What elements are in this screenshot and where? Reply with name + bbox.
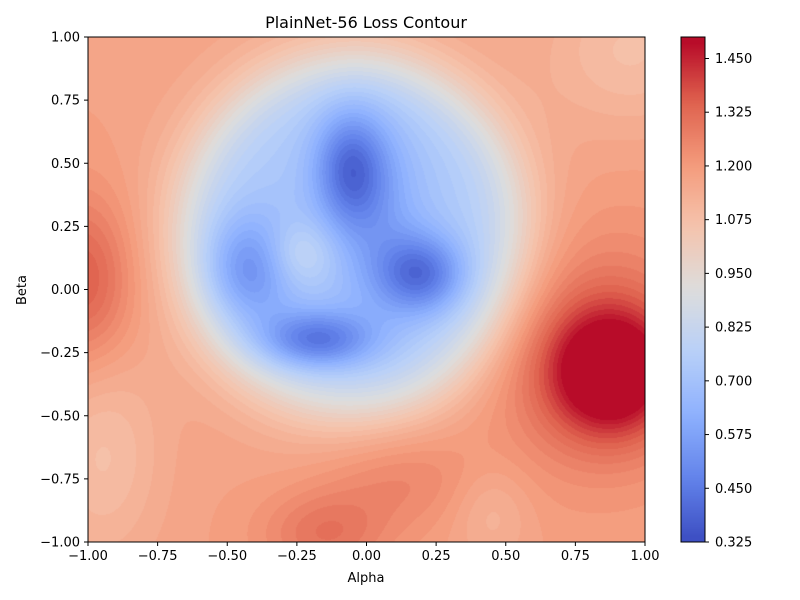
colorbar-tick-label: 0.575 bbox=[715, 428, 752, 443]
y-tick-label: −0.75 bbox=[40, 472, 80, 487]
colorbar-tick-label: 0.825 bbox=[715, 321, 752, 336]
y-tick-label: −0.50 bbox=[40, 409, 80, 424]
chart-title: PlainNet-56 Loss Contour bbox=[265, 13, 467, 32]
x-tick-label: −1.00 bbox=[68, 549, 108, 564]
y-tick-label: 1.00 bbox=[51, 31, 80, 46]
x-tick-label: 1.00 bbox=[631, 549, 660, 564]
x-tick-label: 0.50 bbox=[491, 549, 520, 564]
y-axis-label: Beta bbox=[15, 275, 30, 305]
colorbar-tick-label: 1.075 bbox=[715, 213, 752, 228]
x-axis: −1.00 −0.75 −0.50 −0.25 0.00 0.25 0.50 0.75 1.00 bbox=[68, 542, 659, 564]
colorbar-tick-label: 1.200 bbox=[715, 159, 752, 174]
x-tick-label: 0.25 bbox=[422, 549, 451, 564]
colorbar-ticks: 1.450 1.325 1.200 1.075 0.950 0.825 0.700 0.575… bbox=[705, 52, 752, 551]
x-tick-label: −0.25 bbox=[277, 549, 317, 564]
colorbar-tick-label: 0.700 bbox=[715, 374, 752, 389]
x-axis-label: Alpha bbox=[348, 571, 385, 586]
colorbar-frame bbox=[680, 36, 706, 543]
contour-plot-area bbox=[88, 37, 645, 542]
colorbar-tick-label: 0.325 bbox=[715, 536, 752, 551]
y-tick-label: 0.50 bbox=[51, 157, 80, 172]
colorbar: 1.450 1.325 1.200 1.075 0.950 0.825 0.700 0.575… bbox=[680, 36, 752, 551]
y-tick-label: 0.75 bbox=[51, 94, 80, 109]
y-tick-label: 0.25 bbox=[51, 220, 80, 235]
colorbar-tick-label: 0.450 bbox=[715, 482, 752, 497]
x-tick-label: 0.00 bbox=[352, 549, 381, 564]
y-tick-label: −1.00 bbox=[40, 536, 80, 551]
contour-fill bbox=[88, 37, 645, 542]
colorbar-tick-label: 1.325 bbox=[715, 106, 752, 121]
x-tick-label: −0.75 bbox=[138, 549, 178, 564]
y-tick-label: 0.00 bbox=[51, 283, 80, 298]
y-tick-label: −0.25 bbox=[40, 346, 80, 361]
y-axis: 1.00 0.75 0.50 0.25 0.00 −0.25 −0.50 −0.75 −1.00 bbox=[40, 31, 88, 551]
colorbar-tick-label: 0.950 bbox=[715, 267, 752, 282]
x-tick-label: −0.50 bbox=[207, 549, 247, 564]
colorbar-gradient bbox=[681, 37, 705, 542]
x-tick-label: 0.75 bbox=[561, 549, 590, 564]
colorbar-tick-label: 1.450 bbox=[715, 52, 752, 67]
